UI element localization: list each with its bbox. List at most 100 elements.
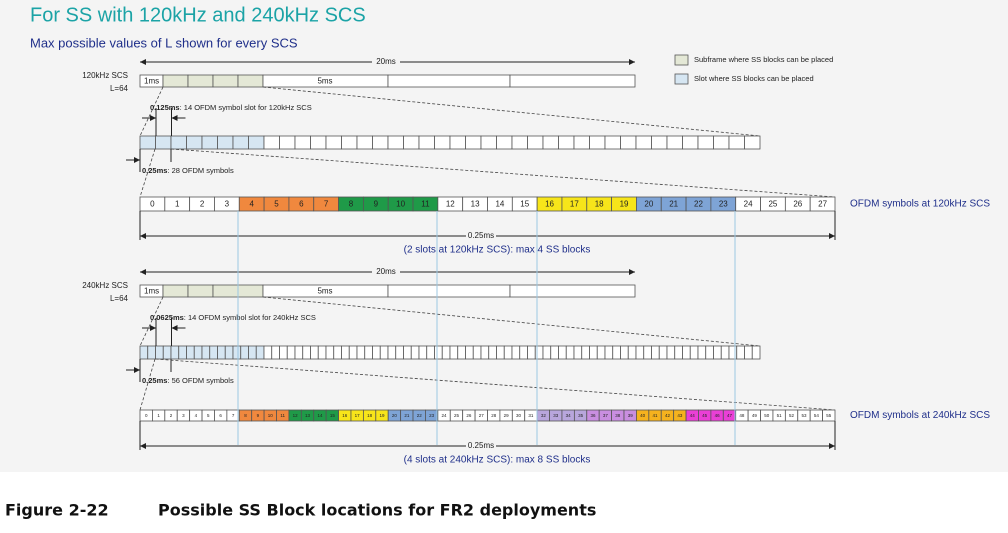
symbol-number: 8: [244, 413, 247, 418]
span-note: : 56 OFDM symbols: [167, 376, 234, 385]
symbol-number: 38: [615, 413, 621, 418]
symbol-number: 29: [504, 413, 510, 418]
slot-annotation: 0.125ms: 14 OFDM symbol slot for 120kHz …: [150, 103, 312, 112]
subframe: [237, 284, 264, 298]
symbol-number: 25: [768, 200, 777, 209]
symbol-number: 12: [293, 413, 299, 418]
slot-note: : 14 OFDM symbol slot for 240kHz SCS: [184, 313, 316, 322]
symbol-number: 24: [442, 413, 448, 418]
legend-label: Slot where SS blocks can be placed: [694, 74, 814, 83]
symbol-number: 22: [694, 200, 703, 209]
subframe: [387, 74, 511, 88]
subframe: [509, 284, 636, 298]
slot: [589, 345, 598, 360]
l-label: L=64: [110, 84, 129, 93]
slot: [728, 135, 745, 150]
diagram: Subframe where SS blocks can be placed Sl…: [82, 54, 990, 466]
symbol-number: 53: [801, 413, 807, 418]
slot: [581, 345, 590, 360]
symbol-number: 54: [814, 413, 820, 418]
slot: [666, 345, 676, 360]
symbol-number: 10: [396, 200, 405, 209]
symbol-number: 14: [495, 200, 504, 209]
symbol-number: 51: [777, 413, 783, 418]
symbol-number: 45: [702, 413, 708, 418]
symbol-number: 52: [789, 413, 795, 418]
symbol-number: 35: [578, 413, 584, 418]
symbol-number: 10: [268, 413, 274, 418]
slot: [387, 135, 404, 150]
slot: [511, 345, 521, 360]
symbol-number: 1: [175, 200, 180, 209]
slot: [589, 135, 606, 150]
slot: [294, 135, 311, 150]
slot: [550, 345, 559, 360]
bottom-duration: 0.25ms: [468, 441, 494, 450]
symbol-number: 18: [367, 413, 373, 418]
slot: [170, 345, 180, 360]
symbol-number: 7: [232, 413, 235, 418]
slot: [209, 345, 218, 360]
symbol-number: 8: [349, 200, 354, 209]
symbol-number: 0: [150, 200, 155, 209]
slot: [705, 345, 714, 360]
slot: [713, 135, 730, 150]
slot: [434, 345, 443, 360]
label-bg: [466, 440, 496, 452]
zoom-line: [170, 148, 836, 198]
zoom-line: [155, 358, 836, 411]
symbol-number: 7: [324, 200, 329, 209]
zoom-line: [139, 86, 164, 137]
symbol-number: 11: [421, 200, 430, 209]
slot: [496, 345, 505, 360]
span-annotation: 0.25ms: 28 OFDM symbols: [142, 166, 234, 175]
slot: [310, 135, 327, 150]
slot: [255, 345, 265, 360]
slot: [139, 135, 156, 150]
slot: [620, 345, 629, 360]
slot: [403, 135, 420, 150]
scs-label: 120kHz SCS: [82, 71, 128, 80]
symbol-number: 5: [207, 413, 210, 418]
zoom-line: [262, 296, 761, 347]
symbol-number: 31: [528, 413, 534, 418]
slot: [449, 345, 459, 360]
symbol-number: 20: [392, 413, 398, 418]
symbol-number: 37: [603, 413, 609, 418]
symbol-number: 46: [715, 413, 721, 418]
symbol-number: 27: [818, 200, 827, 209]
symbol-number: 9: [374, 200, 379, 209]
slot: [263, 345, 273, 360]
slot: [186, 135, 203, 150]
slot: [279, 345, 288, 360]
slot: [744, 345, 753, 360]
label-bg: [466, 230, 496, 242]
symbol-number: 48: [739, 413, 745, 418]
slot: [620, 135, 637, 150]
slot: [193, 345, 203, 360]
slot: [542, 135, 559, 150]
slot: [170, 135, 187, 150]
slot: [565, 345, 575, 360]
slot: [534, 345, 544, 360]
symbol-number: 50: [764, 413, 770, 418]
symbol-number: 4: [195, 413, 198, 418]
legend-swatch: [674, 54, 689, 66]
symbol-number: 15: [520, 200, 529, 209]
caption-text: Possible SS Block locations for FR2 depl…: [158, 501, 596, 520]
slot: [651, 135, 668, 150]
bottom-note: (4 slots at 240kHz SCS): max 8 SS blocks: [404, 455, 591, 466]
symbol-number: 0: [145, 413, 148, 418]
symbol-number: 47: [727, 413, 733, 418]
subframe: [387, 284, 511, 298]
slot: [217, 135, 234, 150]
bottom-note: (2 slots at 120kHz SCS): max 4 SS blocks: [404, 245, 591, 256]
symbol-number: 6: [219, 413, 222, 418]
slot: [341, 135, 358, 150]
slot: [713, 345, 722, 360]
slot: [248, 135, 265, 150]
slot: [542, 345, 552, 360]
slot: [604, 135, 621, 150]
slot: [751, 345, 761, 360]
slot: [658, 345, 668, 360]
